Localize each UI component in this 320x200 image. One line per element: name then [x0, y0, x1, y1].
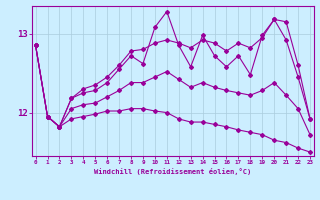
X-axis label: Windchill (Refroidissement éolien,°C): Windchill (Refroidissement éolien,°C) — [94, 168, 252, 175]
